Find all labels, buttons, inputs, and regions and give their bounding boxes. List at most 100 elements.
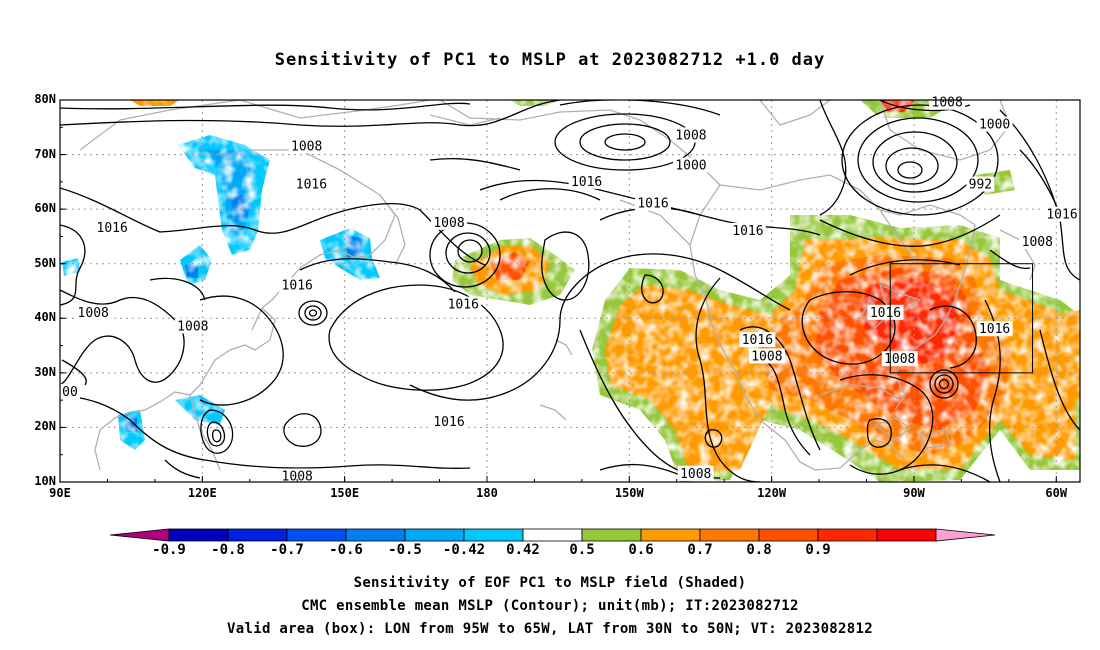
contour-label-bg <box>976 321 1013 337</box>
colorbar-label: -0.9 <box>152 542 186 558</box>
contour-label: 1016 <box>870 306 901 321</box>
colorbar-label: 0.9 <box>805 542 831 558</box>
contour-label: 1008 <box>675 128 706 143</box>
colorbar-segment <box>640 528 701 542</box>
contour-label-bg <box>672 127 709 143</box>
contour-label-bg <box>431 214 468 230</box>
lat-label: 10N <box>34 474 56 488</box>
colorbar-arrow-high <box>935 528 996 542</box>
lon-label: 120W <box>757 486 787 500</box>
contour-label: 1008 <box>884 352 915 367</box>
contour-label: 1008 <box>680 467 711 482</box>
colorbar-label: 0.7 <box>687 542 713 558</box>
contour-label: 1008 <box>177 319 208 334</box>
contour-label-bg <box>288 138 325 154</box>
colorbar-segment <box>758 528 819 542</box>
caption-line-1: Sensitivity of EOF PC1 to MSLP field (Sh… <box>353 575 747 591</box>
colorbar-segment <box>345 528 406 542</box>
contour-label: 1008 <box>78 306 109 321</box>
contour-label-bg <box>966 176 995 192</box>
contour-label: 992 <box>969 178 992 193</box>
contour-label-bg <box>739 332 776 348</box>
contour-label-bg <box>1044 206 1080 222</box>
colorbar-segment <box>817 528 878 542</box>
contour-label: 1008 <box>282 470 313 485</box>
contour-label: 1016 <box>732 224 763 239</box>
colorbar-label: 0.8 <box>746 542 772 558</box>
contour-label-bg <box>568 173 605 189</box>
lat-label: 20N <box>34 419 56 434</box>
lat-label: 50N <box>34 255 56 270</box>
contour-label-bg <box>748 348 785 364</box>
lon-label: 180 <box>476 486 498 500</box>
colorbar-label: 0.6 <box>628 542 654 558</box>
contour-label: 1016 <box>296 178 327 193</box>
lat-label: 60N <box>34 201 56 216</box>
contour-label-bg <box>60 383 80 399</box>
contour-label-bg <box>445 296 482 312</box>
lon-label: 150E <box>330 486 360 500</box>
colorbar-label: -0.7 <box>270 542 304 558</box>
contour-label-bg <box>729 222 766 238</box>
colorbar-segment <box>404 528 465 542</box>
colorbar-label: -0.8 <box>211 542 245 558</box>
contour-label-bg <box>94 220 131 236</box>
contour-label-bg <box>867 304 904 320</box>
contour-label: 1008 <box>932 96 963 111</box>
contour-label-bg <box>279 468 316 484</box>
lat-label: 70N <box>34 146 56 161</box>
lon-label: 90E <box>49 486 71 500</box>
colorbar-segment <box>286 528 347 542</box>
lon-label: 150W <box>614 486 644 500</box>
axis-ticks <box>59 99 1057 483</box>
contour-label: 1000 <box>979 118 1010 133</box>
lat-lon-gridlines <box>60 100 1080 482</box>
contour-label: 1016 <box>637 197 668 212</box>
colorbar-segment <box>463 528 524 542</box>
contour-label: 1008 <box>291 139 322 154</box>
caption-line-3: Valid area (box): LON from 95W to 65W, L… <box>227 621 873 637</box>
lon-label: 90W <box>903 486 925 500</box>
contour-label: 1016 <box>979 322 1010 337</box>
contour-label: 1016 <box>282 279 313 294</box>
contour-label-bg <box>929 94 966 110</box>
colorbar-segment <box>876 528 937 542</box>
contour-label: 00 <box>62 385 78 400</box>
lon-label: 120E <box>187 486 217 500</box>
contour-label: 1008 <box>433 216 464 231</box>
contour-label-bg <box>672 157 709 173</box>
colorbar <box>109 528 996 542</box>
contour-label-bg <box>635 195 672 211</box>
contour-label: 1016 <box>97 221 128 236</box>
lat-label: 40N <box>34 310 56 325</box>
colorbar-segment <box>699 528 760 542</box>
contour-label: 1016 <box>742 333 773 348</box>
colorbar-label: 0.42 <box>506 542 540 558</box>
colorbar-label: -0.5 <box>388 542 422 558</box>
contour-label-bg <box>1019 233 1056 249</box>
contour-label: 1000 <box>675 158 706 173</box>
colorbar-segment <box>168 528 229 542</box>
colorbar-label: -0.6 <box>329 542 363 558</box>
contour-label-bg <box>293 176 330 192</box>
contour-label-bg <box>75 304 112 320</box>
colorbar-label: -0.42 <box>442 542 486 558</box>
contour-label: 1016 <box>433 415 464 430</box>
colorbar-segment <box>227 528 288 542</box>
contour-label-bg <box>677 465 714 481</box>
colorbar-arrow-low <box>109 528 170 542</box>
lat-label: 30N <box>34 364 56 379</box>
contour-label-bg <box>976 116 1013 132</box>
contour-label-bg <box>174 318 211 334</box>
valid-area-box <box>889 263 1034 374</box>
contour-label: 1008 <box>1022 235 1053 250</box>
contour-label: 1016 <box>571 175 602 190</box>
colorbar-segment <box>522 528 583 542</box>
contour-labels: 1008101610161016100810080010081016101610… <box>60 94 1080 485</box>
contour-label-bg <box>431 413 468 429</box>
contour-label: 1008 <box>751 349 782 364</box>
lon-label: 60W <box>1045 486 1068 500</box>
colorbar-label: 0.5 <box>569 542 595 558</box>
caption-line-2: CMC ensemble mean MSLP (Contour); unit(m… <box>301 598 799 614</box>
